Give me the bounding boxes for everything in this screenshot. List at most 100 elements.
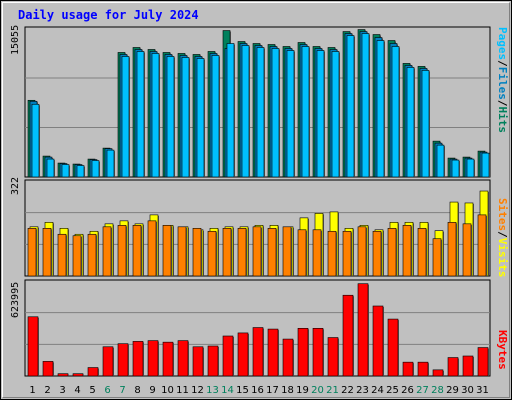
bar-pages-28 [436,144,445,178]
bar-kbytes-17 [267,328,279,377]
bar-pages-9 [151,53,160,178]
bar-pages-25 [391,46,400,178]
x-tick-label-26: 26 [401,385,414,396]
x-tick-label-19: 19 [296,385,309,396]
bar-kbytes-14 [222,335,234,377]
bar-kbytes-16 [252,327,264,377]
bar-kbytes-7 [117,343,129,377]
bar-pages-11 [181,57,190,178]
x-tick-label-2: 2 [44,385,50,396]
bar-kbytes-31 [477,347,489,377]
bar-pages-8 [136,51,145,178]
bar-kbytes-27 [417,361,429,377]
bar-sites-27 [417,227,427,277]
x-tick-label-22: 22 [341,385,354,396]
bar-kbytes-15 [237,332,249,377]
bar-kbytes-5 [87,367,99,377]
x-tick-label-8: 8 [134,385,140,396]
x-tick-label-24: 24 [371,385,384,396]
x-tick-label-3: 3 [59,385,65,396]
bar-pages-23 [361,33,370,178]
x-tick-label-1: 1 [29,385,35,396]
chart-title: Daily usage for July 2024 [18,8,199,22]
x-tick-label-25: 25 [386,385,399,396]
x-tick-label-11: 11 [176,385,189,396]
bar-sites-7 [117,225,127,277]
x-tick-label-5: 5 [89,385,95,396]
bar-sites-26 [402,225,412,277]
bar-sites-20 [312,229,322,277]
bar-pages-1 [31,103,40,178]
bar-pages-10 [166,56,175,178]
bar-sites-16 [252,226,262,277]
bar-kbytes-24 [372,305,384,377]
bar-kbytes-12 [192,346,204,377]
x-tick-label-16: 16 [251,385,264,396]
x-tick-label-20: 20 [311,385,324,396]
bar-pages-29 [451,159,460,178]
bar-kbytes-6 [102,346,114,377]
x-tick-label-4: 4 [74,385,80,396]
bar-kbytes-23 [357,283,369,377]
bar-pages-5 [91,160,100,178]
bar-pages-21 [331,51,340,178]
bar-sites-17 [267,227,277,277]
bar-sites-8 [132,225,142,277]
bar-kbytes-22 [342,294,354,377]
x-tick-label-28: 28 [431,385,444,396]
bar-sites-21 [327,230,337,277]
bar-sites-10 [162,225,172,277]
x-tick-label-31: 31 [476,385,489,396]
bar-kbytes-1 [27,316,39,377]
bar-kbytes-21 [327,337,339,377]
bar-sites-3 [57,233,67,277]
bar-pages-6 [106,149,115,178]
bar-pages-12 [196,58,205,178]
bar-sites-15 [237,227,247,277]
bar-sites-29 [447,222,457,277]
bar-pages-13 [211,55,220,178]
bar-kbytes-20 [312,328,324,377]
bar-kbytes-30 [462,355,474,377]
bar-pages-15 [241,45,250,178]
bar-sites-18 [282,226,292,277]
x-tick-label-13: 13 [206,385,219,396]
x-tick-label-21: 21 [326,385,339,396]
bar-sites-6 [102,226,112,277]
bar-sites-1 [27,227,37,277]
bar-sites-24 [372,230,382,277]
bar-kbytes-11 [177,340,189,377]
bar-sites-2 [42,227,52,277]
bar-kbytes-13 [207,345,219,377]
bar-kbytes-18 [282,338,294,377]
x-tick-label-17: 17 [266,385,279,396]
bar-pages-17 [271,48,280,178]
bar-sites-22 [342,230,352,277]
bar-kbytes-4 [72,373,84,377]
bar-pages-26 [406,67,415,178]
bar-pages-4 [76,165,85,178]
bar-pages-30 [466,158,475,178]
x-tick-label-12: 12 [191,385,204,396]
bar-sites-11 [177,226,187,277]
bar-pages-16 [256,47,265,178]
bar-kbytes-3 [57,373,69,377]
x-tick-label-9: 9 [149,385,155,396]
bar-sites-25 [387,227,397,277]
x-tick-label-29: 29 [446,385,459,396]
x-tick-label-23: 23 [356,385,369,396]
bar-pages-20 [316,50,325,178]
bar-sites-5 [87,233,97,277]
x-tick-label-15: 15 [236,385,249,396]
x-tick-label-27: 27 [416,385,429,396]
bar-kbytes-8 [132,341,144,377]
bar-sites-13 [207,230,217,277]
bar-sites-14 [222,227,232,277]
x-tick-label-7: 7 [119,385,125,396]
bar-kbytes-19 [297,328,309,377]
bar-kbytes-29 [447,357,459,377]
x-tick-label-14: 14 [221,385,234,396]
bar-pages-19 [301,46,310,178]
